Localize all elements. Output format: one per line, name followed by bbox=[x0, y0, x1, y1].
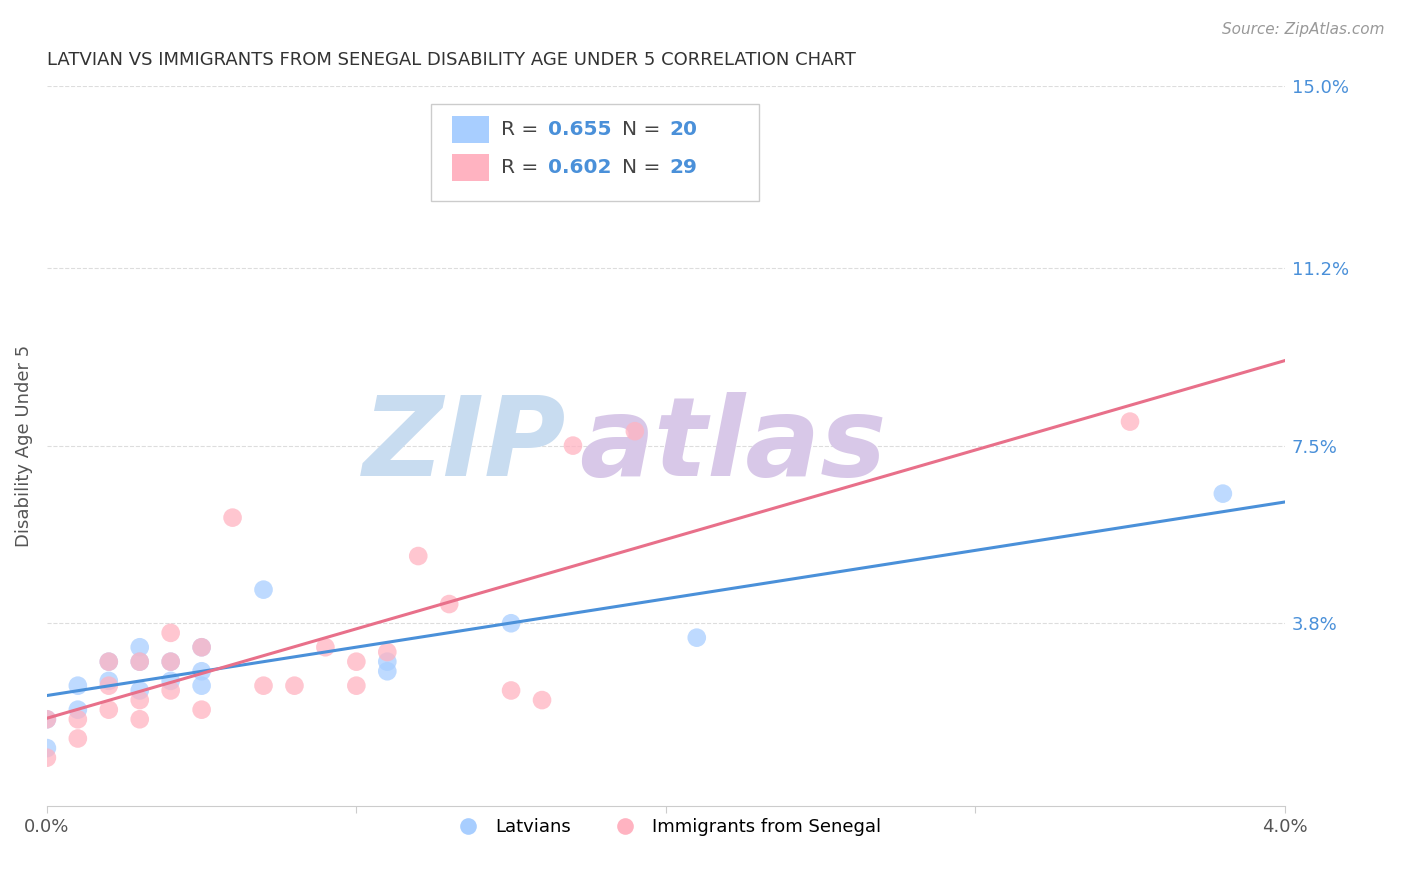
Point bbox=[252, 582, 274, 597]
Point bbox=[190, 640, 212, 655]
Point bbox=[35, 750, 58, 764]
Point bbox=[128, 655, 150, 669]
Text: N =: N = bbox=[623, 120, 668, 139]
Point bbox=[66, 679, 89, 693]
Y-axis label: Disability Age Under 5: Disability Age Under 5 bbox=[15, 344, 32, 547]
Legend: Latvians, Immigrants from Senegal: Latvians, Immigrants from Senegal bbox=[443, 811, 889, 844]
Point bbox=[159, 655, 181, 669]
Point bbox=[221, 510, 243, 524]
Text: LATVIAN VS IMMIGRANTS FROM SENEGAL DISABILITY AGE UNDER 5 CORRELATION CHART: LATVIAN VS IMMIGRANTS FROM SENEGAL DISAB… bbox=[46, 51, 856, 69]
Point bbox=[501, 616, 523, 631]
Point bbox=[35, 741, 58, 756]
Text: ZIP: ZIP bbox=[363, 392, 567, 500]
Point bbox=[624, 424, 647, 438]
Point bbox=[35, 712, 58, 726]
Point bbox=[97, 673, 120, 688]
Point bbox=[128, 693, 150, 707]
Point bbox=[97, 703, 120, 717]
Point bbox=[314, 640, 336, 655]
Point bbox=[686, 631, 709, 645]
Point bbox=[406, 549, 429, 563]
Point bbox=[1119, 415, 1142, 429]
Point bbox=[375, 645, 398, 659]
Point bbox=[437, 597, 460, 611]
Point bbox=[344, 679, 367, 693]
Point bbox=[190, 679, 212, 693]
Point bbox=[1212, 486, 1234, 500]
Text: 0.655: 0.655 bbox=[548, 120, 612, 139]
Text: N =: N = bbox=[623, 158, 668, 177]
Point bbox=[283, 679, 305, 693]
Point bbox=[128, 640, 150, 655]
Point bbox=[531, 693, 554, 707]
Point bbox=[190, 640, 212, 655]
Point bbox=[375, 655, 398, 669]
Text: atlas: atlas bbox=[579, 392, 887, 500]
Point bbox=[190, 665, 212, 679]
FancyBboxPatch shape bbox=[430, 103, 759, 201]
Point bbox=[159, 625, 181, 640]
Point bbox=[501, 683, 523, 698]
Point bbox=[344, 655, 367, 669]
Point bbox=[375, 665, 398, 679]
FancyBboxPatch shape bbox=[451, 116, 489, 143]
Point bbox=[159, 655, 181, 669]
Point bbox=[128, 655, 150, 669]
Point bbox=[252, 679, 274, 693]
Point bbox=[66, 731, 89, 746]
Text: Source: ZipAtlas.com: Source: ZipAtlas.com bbox=[1222, 22, 1385, 37]
FancyBboxPatch shape bbox=[451, 153, 489, 181]
Point bbox=[190, 703, 212, 717]
Point bbox=[66, 703, 89, 717]
Text: R =: R = bbox=[501, 120, 544, 139]
Point bbox=[159, 673, 181, 688]
Point bbox=[97, 655, 120, 669]
Text: 29: 29 bbox=[669, 158, 697, 177]
Point bbox=[128, 712, 150, 726]
Point bbox=[128, 683, 150, 698]
Point bbox=[66, 712, 89, 726]
Point bbox=[35, 712, 58, 726]
Text: 0.602: 0.602 bbox=[548, 158, 612, 177]
Point bbox=[159, 683, 181, 698]
Point bbox=[97, 679, 120, 693]
Point bbox=[562, 439, 585, 453]
Text: R =: R = bbox=[501, 158, 544, 177]
Text: 20: 20 bbox=[669, 120, 697, 139]
Point bbox=[97, 655, 120, 669]
